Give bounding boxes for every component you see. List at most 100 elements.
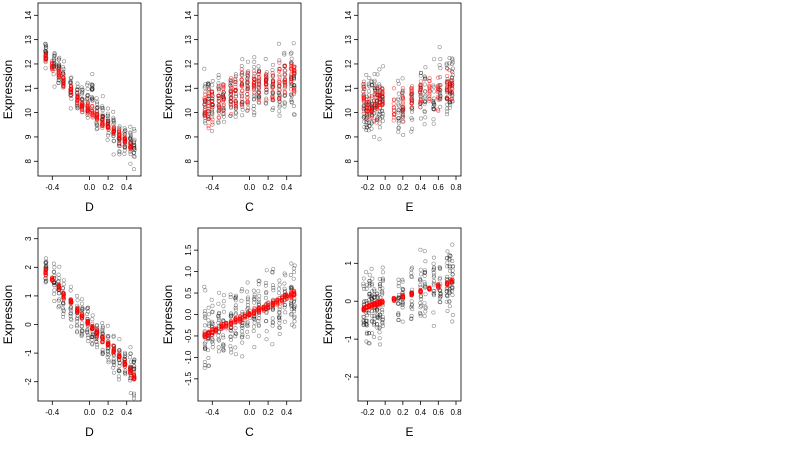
fitted-point [242,316,247,321]
observed-point [252,320,257,325]
fitted-point [116,129,121,134]
observed-point [68,306,73,311]
observed-point [61,309,66,314]
fitted-point [224,321,229,326]
observed-point [396,295,401,300]
observed-point [431,279,436,284]
observed-point [210,112,215,117]
fitted-point [221,106,226,111]
observed-point [56,62,61,67]
x-axis-label: C [245,425,254,439]
fitted-point [210,92,215,97]
observed-point [450,268,455,273]
observed-point [282,50,287,55]
observed-point [216,75,221,80]
fitted-point [247,308,252,313]
observed-point [210,310,215,315]
observed-point [90,87,95,92]
observed-point [56,57,61,62]
observed-point [74,322,79,327]
observed-point [369,293,374,298]
fitted-point [418,290,423,295]
observed-point [410,265,415,270]
observed-point [257,279,262,284]
observed-point [263,56,268,61]
observed-point [410,126,415,131]
fitted-point [436,284,441,289]
plot-frame [357,227,462,402]
fitted-point [68,297,73,302]
observed-point [79,324,84,329]
observed-point [372,134,377,139]
observed-point [377,330,382,335]
observed-point [75,93,80,98]
observed-point [61,311,66,316]
y-tick-label: 11 [344,84,353,93]
fitted-point [289,74,294,79]
observed-point [292,83,297,88]
observed-point [396,108,401,113]
observed-point [131,150,136,155]
fitted-point [106,343,111,348]
fitted-point [380,301,385,306]
observed-point [229,337,234,342]
observed-point [251,288,256,293]
observed-point [396,118,401,123]
observed-point [52,53,57,58]
observed-point [422,284,427,289]
observed-point [256,64,261,69]
observed-point [367,291,372,296]
observed-point [228,344,233,349]
observed-point [374,307,379,312]
observed-point [60,306,65,311]
observed-point [57,62,62,67]
observed-point [431,101,436,106]
observed-point [277,104,282,109]
fitted-point [400,292,406,297]
fitted-point [400,91,405,96]
observed-point [257,293,262,298]
observed-point [396,296,401,301]
fitted-point [69,83,74,88]
fitted-point [245,95,250,100]
observed-point [94,106,99,111]
observed-point [438,292,443,297]
observed-point [396,277,401,282]
fitted-point [216,93,221,98]
observed-point [369,121,374,126]
observed-point [221,114,226,119]
observed-point [85,82,90,87]
observed-point [283,310,288,315]
observed-point [252,294,257,299]
observed-point [409,316,414,321]
observed-point [367,293,372,298]
observed-point [369,283,374,288]
fitted-point [418,288,423,293]
fitted-point [400,96,406,101]
fitted-point [202,108,207,113]
observed-point [251,104,256,109]
fitted-point [266,305,271,310]
observed-point [111,359,116,364]
observed-point [396,311,401,316]
observed-point [251,316,256,321]
fitted-point [418,100,423,105]
observed-point [361,319,366,324]
fitted-point [221,96,226,101]
fitted-point [279,296,284,301]
observed-point [111,359,116,364]
observed-point [105,137,110,142]
observed-point [380,111,385,116]
fitted-point [270,79,276,84]
fitted-point [131,372,136,377]
observed-point [210,336,215,341]
fitted-point [233,88,238,93]
observed-point [364,330,369,335]
y-tick-label: 14 [344,10,353,19]
y-tick-label: 1.5 [184,244,193,256]
fitted-point [61,72,66,77]
observed-point [106,118,111,123]
observed-point [229,347,234,352]
observed-point [111,152,116,157]
